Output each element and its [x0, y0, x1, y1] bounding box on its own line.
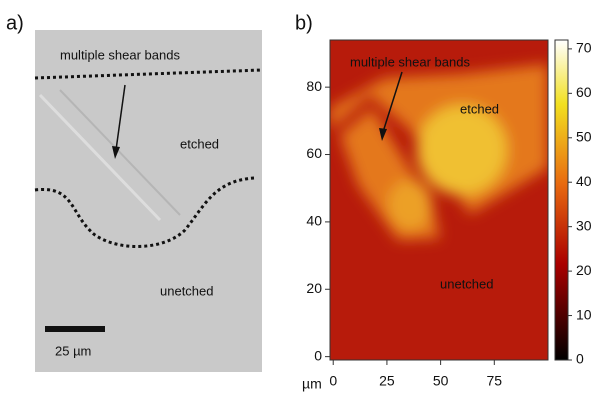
colorbar-tick-label: 10 [576, 306, 592, 322]
colorbar-tick-label: 50 [576, 128, 592, 144]
colorbar-tick-label: 40 [576, 173, 592, 189]
annotation: multiple shear bands [60, 47, 180, 62]
annotation: unetched [160, 283, 214, 298]
heatmap [330, 40, 548, 360]
colorbar-tick-label: 30 [576, 217, 592, 233]
colorbar-tick-label: 60 [576, 84, 592, 100]
y-tick-label: 40 [306, 213, 322, 229]
region [417, 105, 507, 195]
panel-label: b) [295, 12, 313, 34]
annotation: etched [460, 101, 499, 116]
region [388, 180, 432, 230]
annotation: etched [180, 136, 219, 151]
colorbar-tick-label: 20 [576, 262, 592, 278]
panel-label: a) [6, 12, 24, 34]
y-tick-label: 60 [306, 145, 322, 161]
colorbar [555, 40, 568, 360]
colorbar-tick-label: 70 [576, 40, 592, 56]
scale-bar-label: 25 µm [55, 343, 91, 358]
annotation: multiple shear bands [350, 54, 470, 69]
y-tick-label: 80 [306, 78, 322, 94]
scale-bar [45, 326, 105, 332]
x-tick-label: 50 [433, 373, 449, 389]
annotation: unetched [440, 276, 494, 291]
page: a) multiple shear bands etched unetched … [0, 0, 602, 406]
y-tick-label: 0 [314, 347, 322, 363]
figure: a) multiple shear bands etched unetched … [0, 0, 602, 406]
x-unit: µm [302, 376, 322, 392]
y-tick-label: 20 [306, 280, 322, 296]
colorbar-tick-label: 0 [576, 351, 584, 367]
x-tick-label: 0 [329, 373, 337, 389]
x-tick-label: 75 [487, 373, 503, 389]
x-tick-label: 25 [379, 373, 395, 389]
